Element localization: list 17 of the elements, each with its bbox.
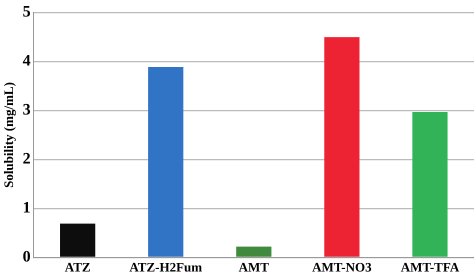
bar xyxy=(324,37,360,257)
y-tick-label: 2 xyxy=(22,150,31,168)
x-tick-label: AMT-TFA xyxy=(400,260,460,275)
bar xyxy=(60,224,96,257)
x-tick-label: AMT-NO3 xyxy=(312,260,372,275)
x-tick-label: ATZ-H2Fum xyxy=(129,260,202,275)
x-tick-label: ATZ xyxy=(64,260,91,275)
y-tick-label: 0 xyxy=(22,248,31,266)
y-tick-label: 1 xyxy=(22,200,31,217)
bar xyxy=(236,246,272,257)
bar xyxy=(148,66,184,257)
y-tick-label: 3 xyxy=(22,102,31,119)
y-tick-label: 4 xyxy=(22,52,31,70)
y-axis-title: Solubility (mg/mL) xyxy=(1,82,16,188)
bar xyxy=(412,112,448,257)
x-tick-label: AMT xyxy=(238,260,270,275)
y-tick-label: 5 xyxy=(22,4,31,21)
